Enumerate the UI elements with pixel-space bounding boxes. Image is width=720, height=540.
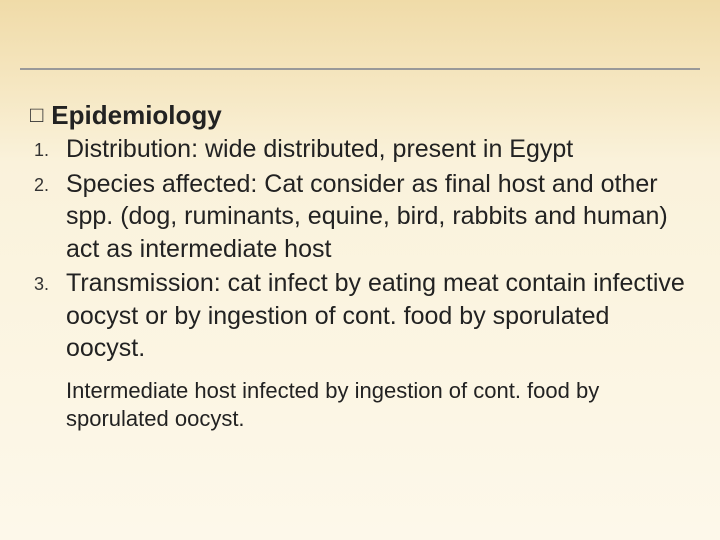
bullet-icon: □ (30, 100, 43, 131)
footer-text: Intermediate host infected by ingestion … (66, 377, 690, 434)
list-item: 3. Transmission: cat infect by eating me… (30, 267, 690, 365)
term: Species affected (66, 170, 250, 198)
term: Transmission (66, 269, 214, 297)
term: Distribution (66, 135, 191, 163)
list-number: 1. (30, 133, 66, 164)
list-text: Distribution: wide distributed, present … (66, 133, 690, 166)
slide-content: □ Epidemiology 1. Distribution: wide dis… (30, 100, 690, 434)
list-item: 2. Species affected: Cat consider as fin… (30, 168, 690, 266)
list-number: 2. (30, 168, 66, 199)
list-item: 1. Distribution: wide distributed, prese… (30, 133, 690, 166)
heading-row: □ Epidemiology (30, 100, 690, 131)
body-text: : wide distributed, present in Egypt (191, 135, 573, 163)
list-number: 3. (30, 267, 66, 298)
list-text: Transmission: cat infect by eating meat … (66, 267, 690, 365)
list-text: Species affected: Cat consider as final … (66, 168, 690, 266)
heading-text: Epidemiology (51, 100, 221, 131)
top-divider (20, 68, 700, 70)
